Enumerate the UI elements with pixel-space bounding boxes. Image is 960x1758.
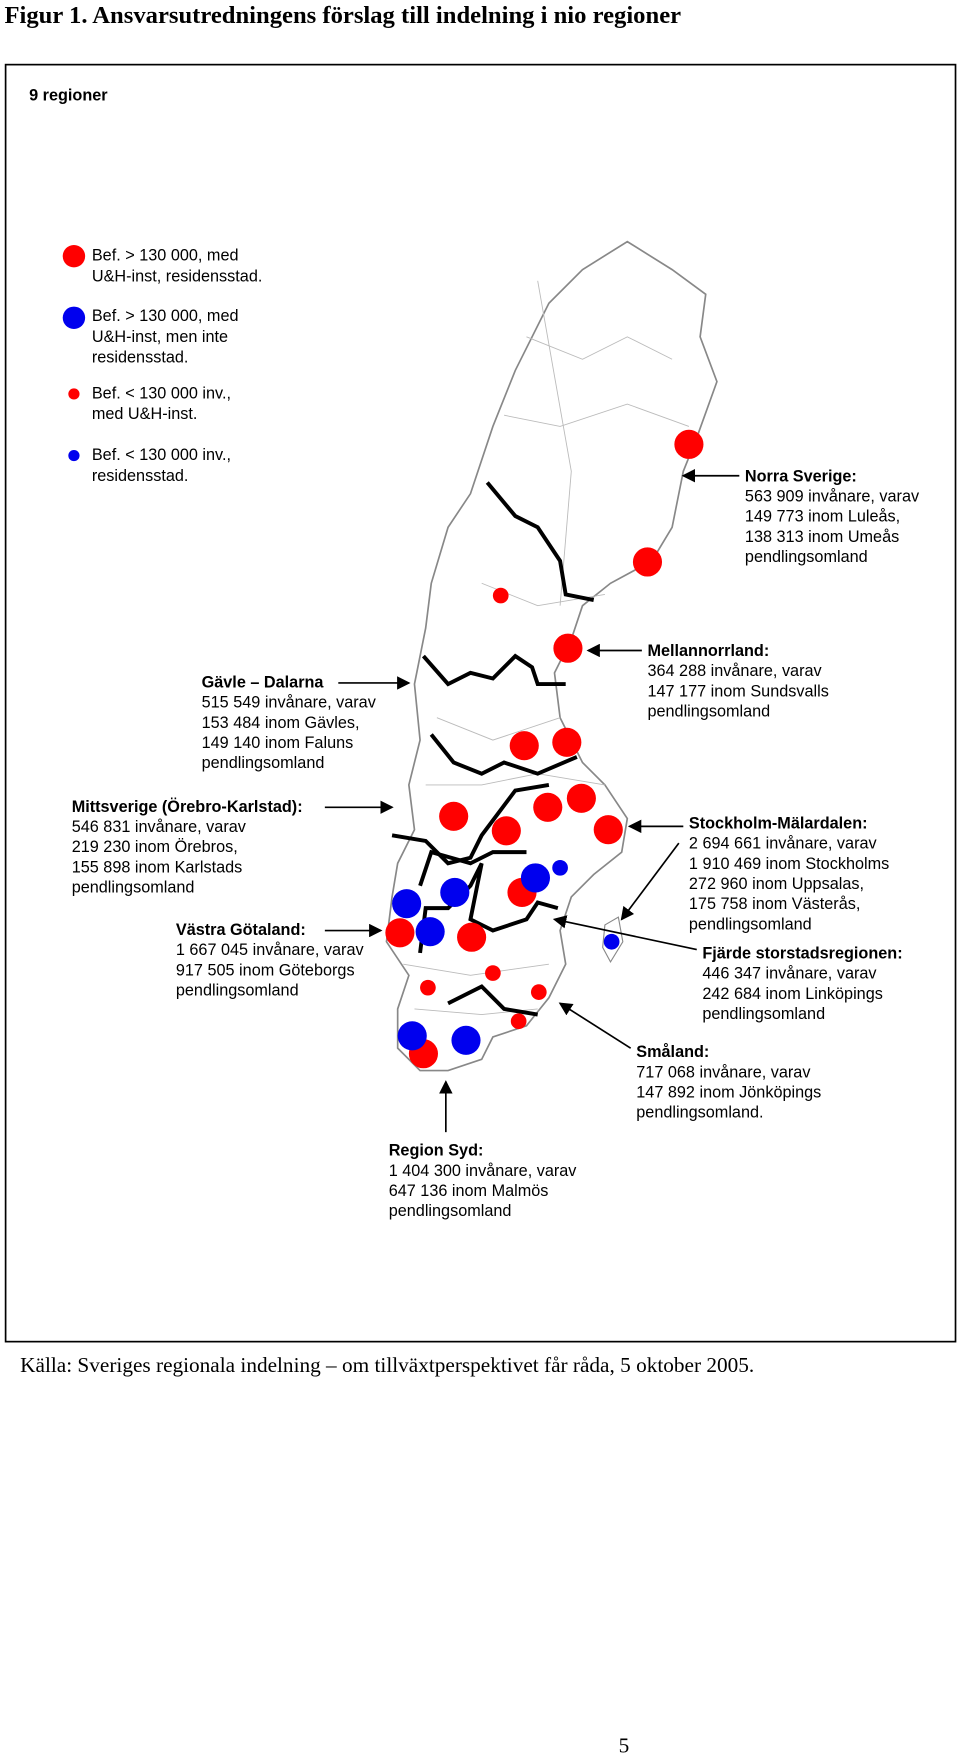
map [62,240,740,1133]
legend-text: U&H-inst, residensstad. [92,267,263,285]
region-name: Mittsverige (Örebro-Karlstad): [72,797,303,816]
region-text: 149 773 inom Luleås, [745,508,900,526]
region-text: pendlingsomland [689,915,812,933]
region-name: Mellannorrland: [647,642,769,660]
region-text: 1 667 045 invånare, varav [176,941,365,959]
region-text: pendlingsomland [72,878,195,896]
region-text: 546 831 invånare, varav [72,818,247,836]
page-number: 5 [619,1734,630,1758]
region-text: 364 288 invånare, varav [647,662,822,680]
region-text: 272 960 inom Uppsalas, [689,875,864,893]
region-name: Småland: [636,1043,709,1061]
legend-text: Bef. < 130 000 inv., [92,446,231,464]
figure-title: Figur 1. Ansvarsutredningens förslag til… [4,2,681,29]
region-text: 717 068 invånare, varav [636,1063,811,1081]
region-text: 446 347 invånare, varav [702,965,877,983]
region-text: pendlingsomland [745,548,868,566]
region-text: 149 140 inom Faluns [202,734,354,752]
region-text: 1 910 469 inom Stockholms [689,855,889,873]
region-name: Västra Götaland: [176,921,306,939]
map-heading: 9 regioner [29,86,108,104]
region-text: pendlingsomland. [636,1104,763,1122]
region-text: pendlingsomland [202,754,325,772]
region-name: Norra Sverige: [745,467,857,485]
region-text: pendlingsomland [702,1005,825,1023]
region-name: Fjärde storstadsregionen: [702,945,902,963]
caption: Källa: Sveriges regionala indelning – om… [20,1353,754,1377]
legend-text: Bef. > 130 000, med [92,247,239,265]
legend-text: Bef. < 130 000 inv., [92,384,231,402]
legend-text: residensstad. [92,349,189,367]
region-text: pendlingsomland [389,1202,512,1220]
region-name: Gävle – Dalarna [202,673,325,691]
region-text: 2 694 661 invånare, varav [689,835,878,853]
region-text: 153 484 inom Gävles, [202,714,360,732]
region-text: 1 404 300 invånare, varav [389,1162,578,1180]
region-text: 647 136 inom Malmös [389,1182,549,1200]
legend-text: U&H-inst, men inte [92,328,228,346]
region-text: pendlingsomland [176,981,299,999]
region-text: 147 892 inom Jönköpings [636,1083,821,1101]
region-text: 219 230 inom Örebros, [72,838,238,856]
region-text: 147 177 inom Sundsvalls [647,682,828,700]
legend-text: med U&H-inst. [92,405,198,423]
legend-text: Bef. > 130 000, med [92,307,239,325]
region-text: 563 909 invånare, varav [745,487,920,505]
region-text: 515 549 invånare, varav [202,694,377,712]
region-text: pendlingsomland [647,703,770,721]
region-name: Region Syd: [389,1142,484,1160]
region-text: 242 684 inom Linköpings [702,985,883,1003]
region-text: 155 898 inom Karlstads [72,858,243,876]
region-name: Stockholm-Mälardalen: [689,815,868,833]
region-text: 175 758 inom Västerås, [689,895,860,913]
legend-text: residensstad. [92,467,189,485]
region-text: 138 313 inom Umeås [745,528,899,546]
region-text: 917 505 inom Göteborgs [176,961,355,979]
